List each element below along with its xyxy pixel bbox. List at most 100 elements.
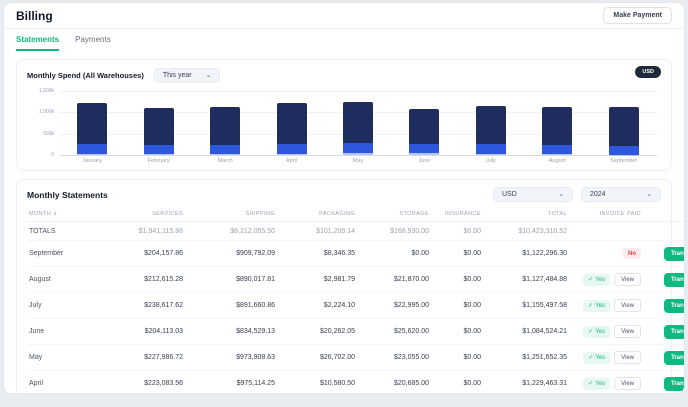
bar-january[interactable]: [77, 91, 107, 155]
tab-payments[interactable]: Payments: [75, 35, 111, 51]
column-header-month[interactable]: MONTH ∨: [27, 207, 97, 222]
currency-select[interactable]: USD ⌄: [493, 187, 573, 202]
invoice-paid-badge: ✓ Yes: [583, 352, 610, 364]
statement-insurance: $0.00: [431, 267, 483, 293]
totals-insurance: $0.00: [431, 222, 483, 241]
table-row: August $212,615.28 $890,017.81 $2,981.79…: [27, 267, 685, 293]
make-payment-button[interactable]: Make Payment: [603, 7, 672, 24]
check-icon: ✓: [588, 354, 593, 361]
statement-packaging: $26,702.00: [277, 345, 357, 371]
bar-segment-packaging-storage-insurance: [144, 154, 174, 155]
statement-month: August: [27, 267, 97, 293]
statement-insurance: $0.00: [431, 345, 483, 371]
chart-currency-badge[interactable]: USD: [635, 66, 661, 78]
statement-packaging: $2,981.79: [277, 267, 357, 293]
transactions-button[interactable]: Transactions: [664, 351, 685, 365]
statement-total: $1,084,524.21: [483, 319, 569, 345]
statement-services: $204,113.03: [97, 319, 185, 345]
table-row: May $227,986.72 $973,908.63 $26,702.00 $…: [27, 345, 685, 371]
bar-segment-packaging-storage-insurance: [277, 154, 307, 155]
bar-segment-services: [343, 143, 373, 153]
chart-period-select[interactable]: This year ⌄: [154, 68, 221, 83]
bar-segment-services: [609, 146, 639, 155]
totals-total: $10,423,310.52: [483, 222, 569, 241]
transactions-button[interactable]: Transactions: [664, 247, 685, 261]
bar-may[interactable]: [343, 91, 373, 155]
bar-segment-packaging-storage-insurance: [343, 153, 373, 155]
statement-insurance: $0.00: [431, 371, 483, 395]
statements-title: Monthly Statements: [27, 190, 108, 200]
year-select[interactable]: 2024 ⌄: [581, 187, 661, 202]
bar-segment-services: [210, 145, 240, 154]
column-header-storage: STORAGE: [357, 207, 431, 222]
totals-packaging: $101,209.14: [277, 222, 357, 241]
statement-packaging: $20,262.05: [277, 319, 357, 345]
view-invoice-button[interactable]: View: [614, 325, 641, 338]
statement-total: $1,122,296.30: [483, 241, 569, 267]
y-axis-tick: 500k: [43, 131, 54, 137]
statement-shipping: $891,660.86: [185, 293, 277, 319]
y-axis-tick: 1,000k: [39, 109, 54, 115]
statement-shipping: $973,908.63: [185, 345, 277, 371]
bar-june[interactable]: [409, 91, 439, 155]
x-axis-label: February: [139, 158, 179, 164]
bar-segment-services: [77, 144, 107, 154]
bar-july[interactable]: [476, 91, 506, 155]
page-header: Billing Make Payment: [4, 3, 684, 29]
bar-september[interactable]: [609, 91, 639, 155]
transactions-button[interactable]: Transactions: [664, 377, 685, 391]
bar-august[interactable]: [542, 91, 572, 155]
chart-period-value: This year: [163, 72, 192, 79]
column-header-services: SERVICES: [97, 207, 185, 222]
bar-segment-shipping: [409, 109, 439, 145]
statement-storage: $25,620.00: [357, 319, 431, 345]
view-invoice-button[interactable]: View: [614, 377, 641, 390]
currency-select-value: USD: [502, 191, 517, 198]
statement-shipping: $834,529.13: [185, 319, 277, 345]
statement-services: $204,157.86: [97, 241, 185, 267]
view-invoice-button[interactable]: View: [614, 299, 641, 312]
statement-services: $212,615.28: [97, 267, 185, 293]
year-select-value: 2024: [590, 191, 606, 198]
sort-caret-icon: ∨: [53, 211, 57, 217]
column-header-insurance: INSURANCE: [431, 207, 483, 222]
check-icon: ✓: [588, 380, 593, 387]
statement-storage: $22,995.00: [357, 293, 431, 319]
bar-segment-services: [409, 144, 439, 153]
bar-segment-services: [277, 144, 307, 154]
x-axis-label: August: [537, 158, 577, 164]
view-invoice-button[interactable]: View: [614, 273, 641, 286]
table-row: June $204,113.03 $834,529.13 $20,262.05 …: [27, 319, 685, 345]
invoice-paid-badge: ✓ Yes: [583, 378, 610, 390]
chevron-down-icon: ⌄: [558, 191, 564, 198]
statement-storage: $21,870.00: [357, 267, 431, 293]
x-axis-label: April: [272, 158, 312, 164]
statements-table: MONTH ∨ SERVICES SHIPPING PACKAGING STOR…: [27, 207, 685, 394]
statement-packaging: $2,224.10: [277, 293, 357, 319]
chart-title: Monthly Spend (All Warehouses): [27, 71, 144, 80]
totals-row: TOTALS $1,941,115.88 $8,212,055.50 $101,…: [27, 222, 685, 241]
table-row: April $223,083.56 $975,114.25 $10,580.50…: [27, 371, 685, 395]
monthly-spend-chart-card: Monthly Spend (All Warehouses) This year…: [16, 59, 672, 171]
statement-insurance: $0.00: [431, 319, 483, 345]
bar-february[interactable]: [144, 91, 174, 155]
transactions-button[interactable]: Transactions: [664, 299, 685, 313]
statement-total: $1,251,652.35: [483, 345, 569, 371]
tab-statements[interactable]: Statements: [16, 35, 59, 51]
bar-april[interactable]: [277, 91, 307, 155]
monthly-statements-card: Monthly Statements USD ⌄ 2024 ⌄ MONTH ∨: [16, 179, 672, 394]
y-axis-tick: 1,500k: [39, 88, 54, 94]
x-axis-label: March: [205, 158, 245, 164]
view-invoice-button[interactable]: View: [614, 351, 641, 364]
transactions-button[interactable]: Transactions: [664, 273, 685, 287]
bar-march[interactable]: [210, 91, 240, 155]
x-axis-label: July: [471, 158, 511, 164]
invoice-paid-badge: ✓ No: [623, 248, 641, 259]
statement-total: $1,229,463.31: [483, 371, 569, 395]
transactions-button[interactable]: Transactions: [664, 325, 685, 339]
column-header-invoice-paid: INVOICE PAID: [569, 207, 643, 222]
bar-segment-shipping: [609, 107, 639, 146]
bar-segment-packaging-storage-insurance: [542, 154, 572, 155]
x-axis-label: June: [404, 158, 444, 164]
